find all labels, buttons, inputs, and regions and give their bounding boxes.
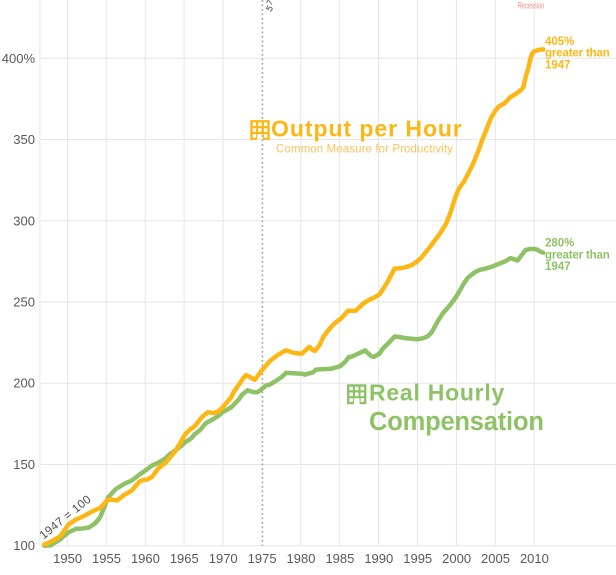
- svg-text:405%: 405%: [545, 36, 574, 48]
- svg-text:2000: 2000: [442, 551, 471, 566]
- svg-text:Real Hourly: Real Hourly: [369, 380, 505, 406]
- svg-text:2005: 2005: [481, 551, 510, 566]
- svg-text:Compensation: Compensation: [369, 408, 544, 436]
- svg-text:1995: 1995: [403, 551, 432, 566]
- svg-text:1960: 1960: [131, 551, 160, 566]
- svg-text:1970: 1970: [209, 551, 238, 566]
- svg-text:100: 100: [13, 538, 35, 553]
- svg-text:greater than: greater than: [545, 48, 610, 60]
- svg-text:1985: 1985: [325, 551, 354, 566]
- svg-text:1975: 1975: [248, 551, 277, 566]
- svg-text:1947: 1947: [545, 59, 571, 71]
- svg-text:300: 300: [13, 213, 35, 228]
- svg-text:200: 200: [13, 376, 35, 391]
- svg-text:1980: 1980: [287, 551, 316, 566]
- svg-text:1955: 1955: [92, 551, 121, 566]
- svg-text:Output per Hour: Output per Hour: [271, 116, 463, 142]
- svg-text:Common Measure for Productivit: Common Measure for Productivity: [276, 144, 453, 156]
- svg-text:Recession: Recession: [518, 0, 545, 11]
- svg-text:150: 150: [13, 457, 35, 472]
- svg-text:400%: 400%: [2, 51, 36, 66]
- svg-text:1947: 1947: [545, 261, 571, 273]
- svg-text:1990: 1990: [364, 551, 393, 566]
- svg-text:greater than: greater than: [545, 249, 610, 261]
- svg-text:2010: 2010: [520, 551, 549, 566]
- svg-text:1965: 1965: [170, 551, 199, 566]
- svg-text:350: 350: [13, 132, 35, 147]
- svg-text:1950: 1950: [53, 551, 82, 566]
- svg-text:250: 250: [13, 295, 35, 310]
- svg-text:280%: 280%: [545, 238, 574, 250]
